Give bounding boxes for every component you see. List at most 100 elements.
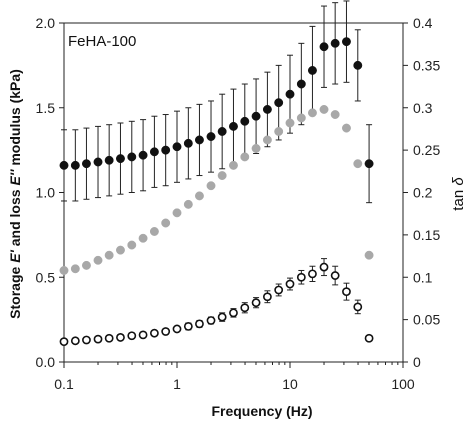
- y2-axis-title: tan δ: [450, 177, 467, 211]
- loss-modulus-point: [342, 123, 351, 133]
- y-axis-title: Storage E' and loss E'' modulus (kPa): [7, 69, 23, 319]
- tan-delta-point: [342, 287, 351, 297]
- storage-modulus-point: [274, 98, 284, 108]
- loss-modulus-point: [138, 233, 148, 243]
- storage-modulus-point: [262, 104, 272, 114]
- tan-delta-point: [364, 333, 374, 343]
- y2-axis-title-part: δ: [450, 177, 467, 186]
- storage-modulus-point: [81, 159, 91, 169]
- loss-modulus-point: [285, 118, 295, 128]
- loss-modulus-point: [93, 255, 103, 265]
- tan-delta-point: [127, 331, 137, 341]
- storage-modulus-point: [194, 135, 204, 145]
- loss-modulus-point: [183, 199, 193, 209]
- loss-modulus-point: [240, 152, 250, 162]
- axes: 0.1 1 10 100 0.0 0.5 1.0 1.5 2.0 0 0.05 0.1 0.15 0.2 0…: [36, 15, 441, 392]
- y-axis-title-part: E'': [7, 169, 23, 186]
- sample-annotation: FeHA-100: [68, 33, 136, 50]
- loss-modulus-point: [194, 191, 204, 201]
- tan-delta-point: [285, 279, 295, 289]
- tan-delta-point: [229, 308, 238, 318]
- storage-modulus-point: [206, 132, 216, 142]
- y2-tick-label: 0.4: [413, 15, 433, 31]
- tan-delta-point: [308, 269, 317, 279]
- tan-delta-point: [59, 337, 69, 347]
- storage-modulus-point: [149, 147, 159, 157]
- tan-delta-point: [240, 303, 250, 313]
- y2-axis-title-part: tan: [450, 186, 467, 211]
- storage-modulus-point: [127, 152, 137, 162]
- tan-delta-point: [195, 319, 204, 329]
- loss-modulus-point: [262, 135, 272, 145]
- tan-delta-point: [296, 272, 306, 282]
- tan-delta-point: [183, 322, 193, 331]
- data-markers: [59, 37, 374, 347]
- tan-delta-point: [82, 335, 91, 345]
- tan-delta-point: [150, 328, 159, 338]
- x-tick-label: 100: [391, 376, 415, 392]
- y2-tick-label: 0.1: [413, 269, 433, 285]
- loss-modulus-point: [127, 240, 137, 250]
- storage-modulus-point: [251, 111, 261, 121]
- storage-modulus-point: [319, 42, 329, 52]
- y2-tick-label: 0: [413, 354, 421, 370]
- storage-modulus-point: [138, 150, 148, 160]
- tan-delta-point: [330, 271, 340, 280]
- y-axis-title-part: Storage: [7, 263, 23, 319]
- storage-modulus-point: [116, 154, 125, 164]
- tan-delta-point: [161, 327, 171, 336]
- loss-modulus-point: [161, 218, 171, 228]
- storage-modulus-point: [307, 66, 317, 75]
- y-tick-label: 2.0: [36, 15, 56, 31]
- y2-tick-label: 0.35: [413, 57, 440, 73]
- y-tick-label: 0.0: [36, 354, 56, 370]
- storage-modulus-point: [296, 79, 306, 89]
- tan-delta-point: [263, 292, 272, 302]
- y-tick-label: 1.5: [36, 100, 56, 116]
- storage-modulus-point: [217, 127, 227, 136]
- storage-modulus-point: [93, 157, 103, 167]
- storage-modulus-point: [285, 89, 295, 99]
- tan-delta-point: [251, 298, 261, 308]
- loss-modulus-point: [251, 143, 261, 153]
- storage-modulus-point: [364, 159, 374, 169]
- loss-modulus-point: [59, 266, 69, 275]
- tan-delta-point: [70, 336, 80, 346]
- tan-delta-point: [274, 285, 284, 295]
- tan-delta-point: [116, 333, 125, 342]
- loss-modulus-point: [217, 171, 227, 181]
- tan-delta-point: [93, 334, 103, 344]
- y-axis-title-part: modulus (kPa): [7, 69, 23, 169]
- loss-modulus-point: [149, 227, 159, 236]
- tan-delta-point: [104, 333, 114, 343]
- loss-modulus-point: [274, 127, 284, 136]
- storage-modulus-point: [172, 142, 182, 152]
- tan-delta-point: [353, 302, 363, 312]
- error-bars: [61, 0, 373, 345]
- storage-modulus-point: [183, 138, 193, 148]
- loss-modulus-point: [296, 113, 306, 123]
- storage-modulus-point: [161, 145, 171, 155]
- storage-modulus-point: [229, 121, 238, 131]
- loss-modulus-point: [104, 250, 114, 260]
- y-tick-label: 0.5: [36, 269, 56, 285]
- x-tick-label: 0.1: [54, 376, 74, 392]
- loss-modulus-point: [353, 159, 363, 169]
- x-tick-label: 10: [282, 376, 298, 392]
- loss-modulus-point: [319, 104, 329, 114]
- y-tick-label: 1.0: [36, 185, 56, 201]
- loss-modulus-point: [116, 245, 125, 255]
- y-axis-title-part: and loss: [7, 186, 23, 251]
- storage-modulus-point: [353, 60, 363, 70]
- storage-modulus-point: [240, 116, 250, 126]
- loss-modulus-point: [364, 250, 374, 260]
- storage-modulus-point: [342, 37, 351, 47]
- loss-modulus-point: [307, 108, 317, 118]
- y2-tick-label: 0.25: [413, 142, 440, 158]
- loss-modulus-point: [172, 208, 182, 218]
- loss-modulus-point: [81, 260, 91, 270]
- tan-delta-point: [206, 316, 216, 325]
- y-axis-title-part: E': [7, 249, 23, 262]
